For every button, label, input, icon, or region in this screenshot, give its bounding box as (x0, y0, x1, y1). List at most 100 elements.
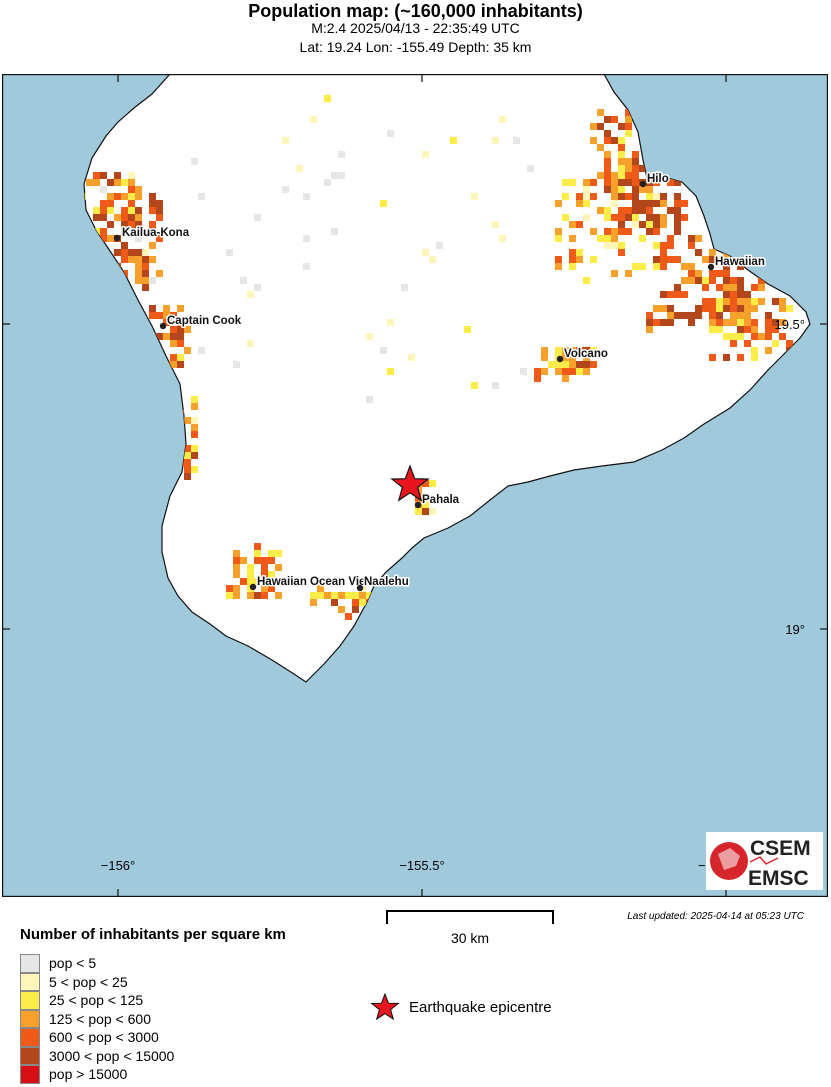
population-cell (709, 354, 716, 361)
population-cell (303, 193, 310, 200)
population-cell (597, 172, 604, 179)
population-cell (604, 165, 611, 172)
population-cell (716, 270, 723, 277)
location-info: Lat: 19.24 Lon: -155.49 Depth: 35 km (299, 39, 532, 55)
population-cell (674, 214, 681, 221)
population-cell (128, 200, 135, 207)
population-cell (688, 263, 695, 270)
population-cell (772, 340, 779, 347)
town-label-hilo: Hilo (647, 173, 669, 185)
population-cell (618, 221, 625, 228)
population-cell (100, 186, 107, 193)
population-cell (667, 179, 674, 186)
town-marker-hilo (639, 180, 647, 188)
town-label-naalehu: Naalehu (364, 576, 409, 588)
legend-swatch (20, 1046, 40, 1065)
population-cell (702, 284, 709, 291)
population-cell (723, 298, 730, 305)
population-cell (142, 256, 149, 263)
population-cell (261, 557, 268, 564)
population-cell (611, 200, 618, 207)
population-cell (121, 193, 128, 200)
population-cell (233, 564, 240, 571)
population-cell (569, 368, 576, 375)
population-cell (422, 501, 429, 508)
population-cell (93, 179, 100, 186)
population-cell (240, 557, 247, 564)
population-cell (709, 326, 716, 333)
epicentre-legend-star-icon (370, 993, 400, 1021)
population-cell (632, 193, 639, 200)
population-cell (674, 256, 681, 263)
population-cell (233, 571, 240, 578)
population-cell (282, 186, 289, 193)
population-cell (135, 270, 142, 277)
population-cell (709, 319, 716, 326)
scale-bar (386, 910, 554, 924)
population-map[interactable]: −156° −155.5° −15 19.5° 19° Kailua-Kona … (2, 74, 828, 897)
population-cell (310, 599, 317, 606)
population-cell (716, 326, 723, 333)
population-cell (569, 361, 576, 368)
population-cell (590, 137, 597, 144)
population-cell (618, 249, 625, 256)
legend-row: pop < 5 (20, 954, 174, 973)
population-cell (422, 151, 429, 158)
population-cell (632, 263, 639, 270)
population-cell (128, 249, 135, 256)
population-cell (84, 193, 86, 200)
population-cell (604, 186, 611, 193)
legend-label: pop > 15000 (49, 1066, 128, 1083)
population-cell (562, 368, 569, 375)
population-cell (569, 221, 576, 228)
population-cell (128, 221, 135, 228)
population-cell (737, 277, 744, 284)
epicenter-star-icon[interactable] (390, 464, 430, 502)
population-cell (632, 172, 639, 179)
population-cell (751, 298, 758, 305)
population-cell (114, 193, 121, 200)
population-cell (177, 326, 184, 333)
population-cell (387, 319, 394, 326)
population-cell (268, 550, 275, 557)
population-legend: pop < 5 5 < pop < 25 25 < pop < 125 125 … (20, 954, 174, 1084)
population-cell (562, 354, 569, 361)
population-cell (716, 312, 723, 319)
population-cell (156, 207, 163, 214)
population-cell (359, 599, 366, 606)
population-cell (93, 214, 100, 221)
population-cell (149, 242, 156, 249)
population-cell (226, 249, 233, 256)
population-cell (576, 368, 583, 375)
population-cell (569, 179, 576, 186)
population-cell (688, 312, 695, 319)
population-cell (660, 305, 667, 312)
population-cell (555, 368, 562, 375)
population-cell (184, 347, 191, 354)
population-cell (527, 165, 534, 172)
population-cell (681, 277, 688, 284)
population-cell (646, 207, 653, 214)
town-label-captain-cook: Captain Cook (167, 315, 242, 327)
population-cell (569, 235, 576, 242)
population-cell (618, 144, 625, 151)
population-cell (667, 207, 674, 214)
population-cell (184, 417, 191, 424)
population-cell (170, 333, 177, 340)
population-cell (534, 368, 541, 375)
population-cell (240, 578, 247, 585)
population-cell (184, 452, 191, 459)
population-cell (653, 193, 660, 200)
population-cell (429, 508, 436, 515)
population-cell (688, 277, 695, 284)
population-cell (604, 151, 611, 158)
population-cell (618, 158, 625, 165)
population-cell (681, 291, 688, 298)
population-cell (555, 361, 562, 368)
population-cell (177, 354, 184, 361)
population-cell (737, 354, 744, 361)
population-cell (121, 249, 128, 256)
population-cell (555, 228, 562, 235)
population-cell (611, 235, 618, 242)
population-cell (702, 305, 709, 312)
